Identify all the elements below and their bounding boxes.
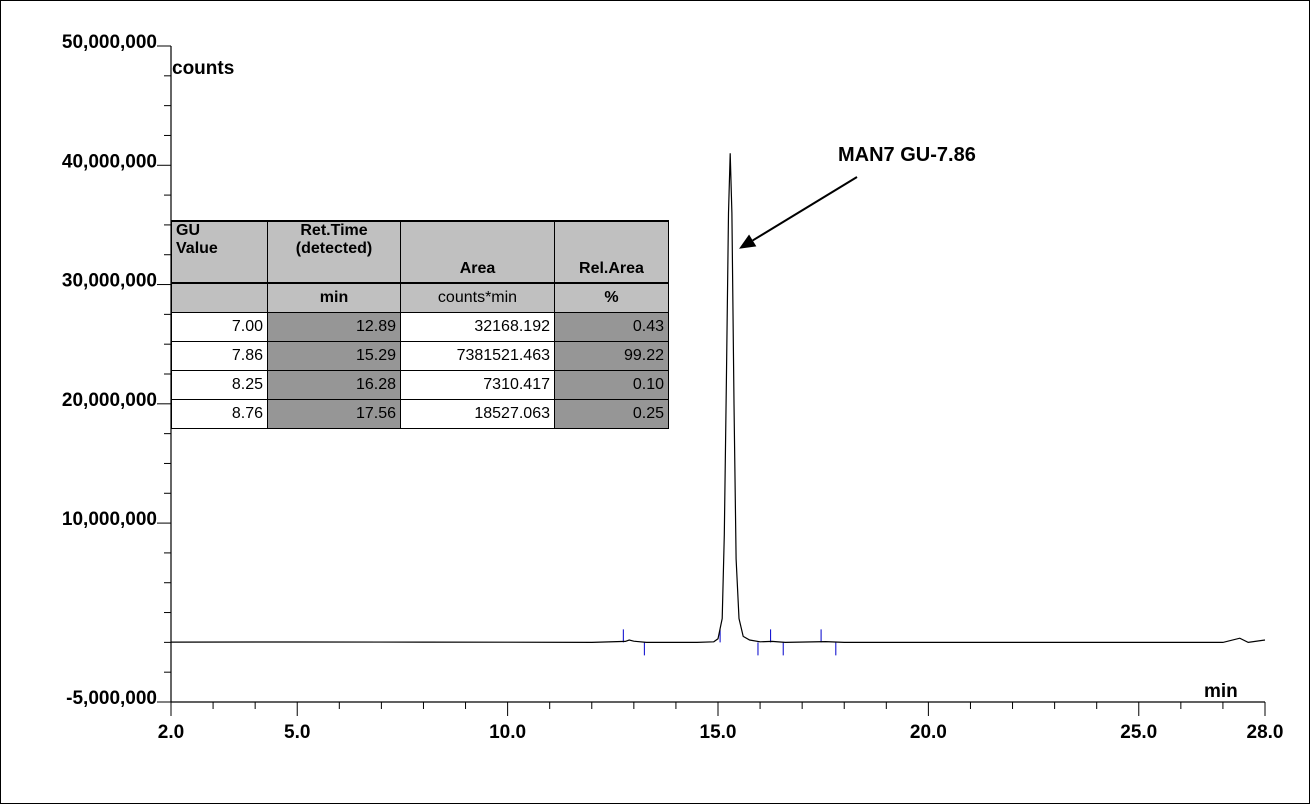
table-cell: 7381521.463: [400, 340, 555, 371]
header-text: GU: [176, 222, 200, 239]
table-cell: 17.56: [267, 398, 401, 429]
table-cell: 7310.417: [400, 369, 555, 400]
y-tick-label: 40,000,000: [62, 151, 157, 172]
x-axis-label: min: [1204, 681, 1238, 702]
annotation-arrow: [752, 176, 858, 242]
header-text: Area: [459, 260, 496, 277]
header-text: Value: [176, 240, 218, 257]
header-rel-area: Rel.Area: [554, 220, 669, 284]
table-cell: 16.28: [267, 369, 401, 400]
y-tick-label: -5,000,000: [66, 688, 157, 709]
unit-rel-area: %: [554, 282, 669, 313]
table-cell: 99.22: [554, 340, 669, 371]
table-header-row: GU Value Ret.Time (detected) Area Rel.Ar…: [171, 220, 669, 284]
peak-annotation: MAN7 GU-7.86: [838, 144, 976, 166]
table-unit-row: min counts*min %: [171, 282, 669, 313]
peak-table: GU Value Ret.Time (detected) Area Rel.Ar…: [171, 220, 669, 429]
y-axis-label: counts: [172, 58, 234, 79]
table-cell: 7.86: [171, 340, 268, 371]
table-cell: 7.00: [171, 311, 268, 342]
y-axis-ticks: -5,000,000 10,000,000 20,000,000 30,000,000…: [62, 32, 171, 709]
unit-gu: [171, 282, 268, 313]
x-tick-label: 28.0: [1247, 722, 1284, 743]
table-cell: 0.25: [554, 398, 669, 429]
table-cell: 32168.192: [400, 311, 555, 342]
y-tick-label: 50,000,000: [62, 32, 157, 53]
table-row: 8.25 16.28 7310.417 0.10: [171, 369, 669, 400]
y-tick-label: 10,000,000: [62, 509, 157, 530]
series-line: [170, 153, 1266, 644]
header-text: (detected): [295, 240, 373, 257]
table-row: 7.86 15.29 7381521.463 99.22: [171, 340, 669, 371]
header-gu-value: GU Value: [171, 220, 268, 284]
x-tick-label: 10.0: [489, 722, 526, 743]
header-text: Ret.Time: [300, 222, 368, 239]
y-tick-label: 30,000,000: [62, 271, 157, 292]
y-tick-label: 20,000,000: [62, 390, 157, 411]
table-row: 7.00 12.89 32168.192 0.43: [171, 311, 669, 342]
x-tick-label: 15.0: [700, 722, 737, 743]
table-cell: 18527.063: [400, 398, 555, 429]
x-tick-label: 25.0: [1120, 722, 1157, 743]
table-cell: 15.29: [267, 340, 401, 371]
table-body: 7.00 12.89 32168.192 0.43 7.86 15.29 7381521.4…: [171, 311, 669, 429]
x-tick-label: 5.0: [284, 722, 310, 743]
table-cell: 0.43: [554, 311, 669, 342]
table-cell: 0.10: [554, 369, 669, 400]
table-cell: 12.89: [267, 311, 401, 342]
unit-area: counts*min: [400, 282, 555, 313]
x-tick-label: 2.0: [158, 722, 184, 743]
x-tick-label: 20.0: [910, 722, 947, 743]
table-cell: 8.76: [171, 398, 268, 429]
header-ret-time: Ret.Time (detected): [267, 220, 401, 284]
unit-ret-time: min: [267, 282, 401, 313]
table-row: 8.76 17.56 18527.063 0.25: [171, 398, 669, 429]
table-cell: 8.25: [171, 369, 268, 400]
header-area: Area: [400, 220, 555, 284]
header-text: Rel.Area: [579, 260, 644, 277]
x-axis-ticks: 2.0 5.0 10.0 15.0 20.0 25.0 28.0: [158, 702, 1284, 743]
annotation-arrowhead: [739, 234, 757, 249]
